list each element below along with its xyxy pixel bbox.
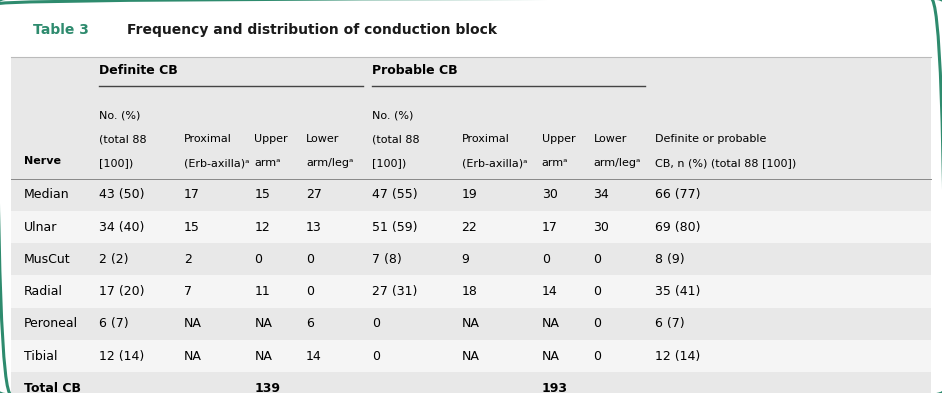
- Text: Lower: Lower: [306, 134, 339, 144]
- Text: NA: NA: [542, 317, 560, 331]
- Text: 8 (9): 8 (9): [655, 253, 684, 266]
- Text: 15: 15: [184, 220, 200, 234]
- Text: Frequency and distribution of conduction block: Frequency and distribution of conduction…: [127, 24, 497, 37]
- Text: 6: 6: [306, 317, 314, 331]
- Text: 18: 18: [462, 285, 478, 298]
- Text: [100]): [100]): [99, 158, 133, 169]
- Text: 51 (59): 51 (59): [372, 220, 417, 234]
- Text: Ulnar: Ulnar: [24, 220, 57, 234]
- Text: 0: 0: [306, 285, 314, 298]
- Text: 2: 2: [184, 253, 191, 266]
- Text: Proximal: Proximal: [184, 134, 232, 144]
- Text: 34 (40): 34 (40): [99, 220, 144, 234]
- Text: Lower: Lower: [593, 134, 626, 144]
- Text: 12: 12: [254, 220, 270, 234]
- Text: Total CB: Total CB: [24, 382, 81, 393]
- Text: (total 88: (total 88: [99, 134, 147, 144]
- Text: arm/legᵃ: arm/legᵃ: [306, 158, 353, 169]
- Text: 7: 7: [184, 285, 191, 298]
- Text: Tibial: Tibial: [24, 349, 57, 363]
- Text: (Erb-axilla)ᵃ: (Erb-axilla)ᵃ: [184, 158, 250, 169]
- Text: 14: 14: [542, 285, 558, 298]
- Text: CB, n (%) (total 88 [100]): CB, n (%) (total 88 [100]): [655, 158, 796, 169]
- Text: 0: 0: [593, 317, 601, 331]
- Text: 9: 9: [462, 253, 469, 266]
- Text: NA: NA: [542, 349, 560, 363]
- Text: MusCut: MusCut: [24, 253, 70, 266]
- Text: 17: 17: [184, 188, 200, 202]
- Text: NA: NA: [184, 317, 202, 331]
- Text: Probable CB: Probable CB: [372, 64, 458, 77]
- Bar: [11, 308, 931, 340]
- Text: Radial: Radial: [24, 285, 62, 298]
- Text: 14: 14: [306, 349, 322, 363]
- Bar: [11, 340, 931, 372]
- Bar: [11, 243, 931, 275]
- Text: 19: 19: [462, 188, 478, 202]
- Text: Definite CB: Definite CB: [99, 64, 178, 77]
- Text: 27 (31): 27 (31): [372, 285, 417, 298]
- Text: Peroneal: Peroneal: [24, 317, 77, 331]
- Text: 0: 0: [372, 349, 380, 363]
- Text: Nerve: Nerve: [24, 156, 60, 166]
- Text: arm/legᵃ: arm/legᵃ: [593, 158, 641, 169]
- Text: No. (%): No. (%): [372, 110, 414, 120]
- Text: 0: 0: [254, 253, 262, 266]
- Bar: [11, 57, 931, 92]
- Bar: [11, 211, 931, 243]
- Text: Upper: Upper: [542, 134, 576, 144]
- Text: 0: 0: [593, 285, 601, 298]
- Text: 12 (14): 12 (14): [99, 349, 144, 363]
- Text: 0: 0: [542, 253, 549, 266]
- Text: [100]): [100]): [372, 158, 406, 169]
- Text: 69 (80): 69 (80): [655, 220, 700, 234]
- Text: 13: 13: [306, 220, 322, 234]
- Text: Definite or probable: Definite or probable: [655, 134, 766, 144]
- Text: armᵃ: armᵃ: [542, 158, 568, 169]
- Text: 30: 30: [542, 188, 558, 202]
- Text: 0: 0: [593, 349, 601, 363]
- Text: 193: 193: [542, 382, 568, 393]
- Bar: [11, 57, 931, 389]
- Text: 6 (7): 6 (7): [655, 317, 684, 331]
- Text: 139: 139: [254, 382, 281, 393]
- Text: 15: 15: [254, 188, 270, 202]
- Text: NA: NA: [462, 349, 479, 363]
- Text: Table 3: Table 3: [33, 24, 89, 37]
- Text: Proximal: Proximal: [462, 134, 510, 144]
- Text: 6 (7): 6 (7): [99, 317, 128, 331]
- Bar: [11, 92, 931, 179]
- Text: armᵃ: armᵃ: [254, 158, 281, 169]
- Text: 2 (2): 2 (2): [99, 253, 128, 266]
- Text: NA: NA: [184, 349, 202, 363]
- Text: 0: 0: [372, 317, 380, 331]
- Text: NA: NA: [462, 317, 479, 331]
- Text: (Erb-axilla)ᵃ: (Erb-axilla)ᵃ: [462, 158, 528, 169]
- Text: Median: Median: [24, 188, 69, 202]
- Text: 35 (41): 35 (41): [655, 285, 700, 298]
- Text: No. (%): No. (%): [99, 110, 140, 120]
- Bar: [11, 4, 931, 57]
- Text: NA: NA: [254, 317, 272, 331]
- Text: 11: 11: [254, 285, 270, 298]
- Text: 27: 27: [306, 188, 322, 202]
- Text: Upper: Upper: [254, 134, 288, 144]
- Text: 34: 34: [593, 188, 609, 202]
- Text: 17 (20): 17 (20): [99, 285, 144, 298]
- Bar: [11, 179, 931, 211]
- Text: 0: 0: [593, 253, 601, 266]
- Bar: [11, 372, 931, 393]
- Text: 66 (77): 66 (77): [655, 188, 700, 202]
- Text: 17: 17: [542, 220, 558, 234]
- Text: 47 (55): 47 (55): [372, 188, 417, 202]
- Text: 7 (8): 7 (8): [372, 253, 402, 266]
- Text: 30: 30: [593, 220, 609, 234]
- Text: 12 (14): 12 (14): [655, 349, 700, 363]
- Bar: [11, 275, 931, 308]
- Text: (total 88: (total 88: [372, 134, 420, 144]
- Text: 43 (50): 43 (50): [99, 188, 144, 202]
- Text: 22: 22: [462, 220, 478, 234]
- Text: NA: NA: [254, 349, 272, 363]
- Text: 0: 0: [306, 253, 314, 266]
